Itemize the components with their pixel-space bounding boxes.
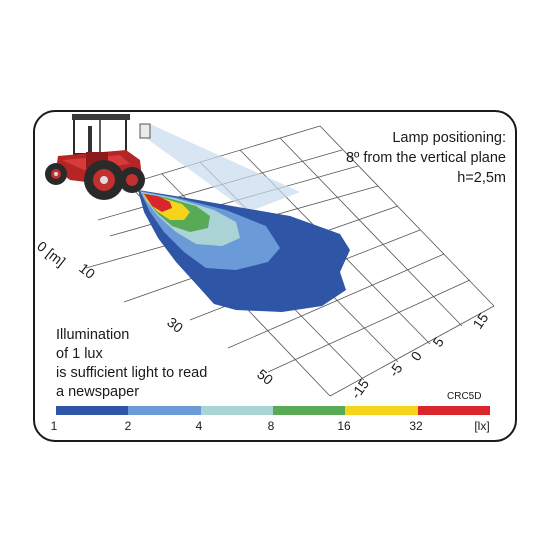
lateral-tick-0: 0	[407, 348, 425, 364]
illumination-note: Illumination of 1 lux is sufficient ligh…	[56, 326, 207, 402]
isolux-contours	[138, 190, 350, 312]
scale-segment-4	[272, 406, 346, 415]
scale-segment-2	[128, 406, 201, 415]
scale-segment-3	[200, 406, 273, 415]
distance-tick-10: 10	[76, 260, 98, 282]
lateral-tick-15: 15	[469, 310, 491, 332]
tractor-illustration	[45, 114, 151, 200]
light-beam	[146, 124, 300, 212]
note-line-4: a newspaper	[56, 384, 140, 400]
note-line-3: is sufficient light to read	[56, 365, 208, 381]
distance-tick-50: 50	[254, 366, 276, 388]
scale-segment-5	[345, 406, 418, 415]
lateral-tick-minus-15: -15	[347, 376, 372, 402]
note-line-2: of 1 lux	[56, 346, 103, 362]
scale-label-unit: [lx]	[474, 419, 490, 433]
lamp-line-3: h=2,5m	[457, 170, 506, 186]
note-line-1: Illumination	[56, 327, 130, 343]
scale-label-4: 4	[195, 419, 203, 433]
lateral-axis-labels: 15 5 0 -5 -15	[347, 310, 491, 402]
lamp-line-1: Lamp positioning:	[392, 130, 506, 146]
scale-label-2: 2	[124, 419, 132, 433]
color-scale	[56, 406, 490, 415]
isolux-32-lux	[144, 194, 172, 212]
distance-axis-unit: 0 [m]	[34, 238, 68, 270]
scale-segment-6	[417, 406, 490, 415]
model-code: CRC5D	[447, 391, 482, 402]
scale-label-32: 32	[409, 419, 423, 433]
scale-segment-1	[56, 406, 129, 415]
scale-label-16: 16	[337, 419, 351, 433]
lateral-tick-minus-5: -5	[385, 360, 405, 380]
lamp-line-2: 8º from the vertical plane	[345, 150, 506, 166]
scale-label-8: 8	[267, 419, 275, 433]
lamp-positioning-text: Lamp positioning: 8º from the vertical p…	[346, 128, 506, 188]
scale-label-1: 1	[50, 419, 58, 433]
